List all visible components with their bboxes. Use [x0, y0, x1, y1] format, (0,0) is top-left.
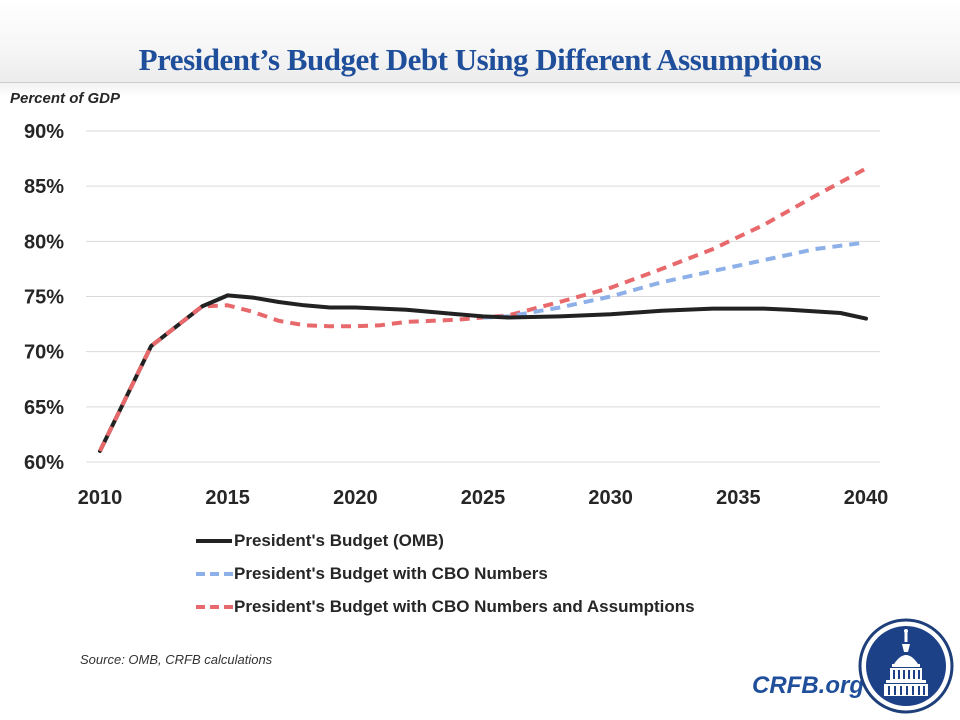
x-tick-labels: 2010 2015 2020 2025 2030 2035 2040 [78, 487, 889, 509]
legend-item-omb: President's Budget (OMB) [196, 524, 695, 557]
series-line-1 [482, 240, 867, 320]
source-note: Source: OMB, CRFB calculations [80, 652, 273, 667]
x-tick-label: 2030 [588, 487, 633, 509]
y-tick-label: 90% [24, 121, 64, 143]
x-tick-label: 2025 [461, 487, 506, 509]
x-tick-label: 2020 [333, 487, 378, 509]
header-band [0, 0, 960, 83]
legend-swatch-solid-black [196, 538, 232, 543]
legend-swatch-dashed-blue [196, 571, 234, 576]
y-tick-label: 65% [24, 397, 64, 419]
capitol-dome-logo-icon [858, 618, 954, 714]
x-tick-label: 2040 [844, 487, 889, 509]
legend-item-cbo-numbers: President's Budget with CBO Numbers [196, 557, 695, 590]
chart-title: President’s Budget Debt Using Different … [138, 42, 822, 77]
legend: President's Budget (OMB) President's Bud… [196, 524, 695, 623]
x-tick-label: 2010 [78, 487, 123, 509]
y-tick-label: 70% [24, 342, 64, 364]
legend-item-cbo-assumptions: President's Budget with CBO Numbers and … [196, 590, 695, 623]
line-chart: 60%65%70%75%80%85%90% 2010 2015 2020 2025 20… [24, 121, 889, 509]
series-line-0 [98, 293, 868, 453]
series-line-2 [98, 166, 867, 452]
brand-link[interactable]: CRFB.org [752, 672, 864, 699]
legend-label: President's Budget with CBO Numbers and … [234, 596, 695, 616]
y-tick-label: 75% [24, 287, 64, 309]
gridlines [86, 130, 880, 463]
header-shadow [0, 82, 960, 96]
series-line-2-overlay [98, 304, 204, 452]
x-tick-label: 2015 [205, 487, 250, 509]
y-tick-labels: 60% 65% 70% 75% 80% 85% 90% [24, 121, 64, 474]
y-tick-label: 85% [24, 176, 64, 198]
legend-label: President's Budget with CBO Numbers [234, 563, 548, 583]
legend-label: President's Budget (OMB) [234, 530, 444, 550]
legend-swatch-dashed-red [196, 604, 234, 609]
y-tick-label: 60% [24, 452, 64, 474]
y-tick-label: 80% [24, 231, 64, 253]
x-tick-label: 2035 [716, 487, 761, 509]
series-lines [98, 166, 868, 453]
y-axis-label: Percent of GDP [10, 90, 121, 107]
